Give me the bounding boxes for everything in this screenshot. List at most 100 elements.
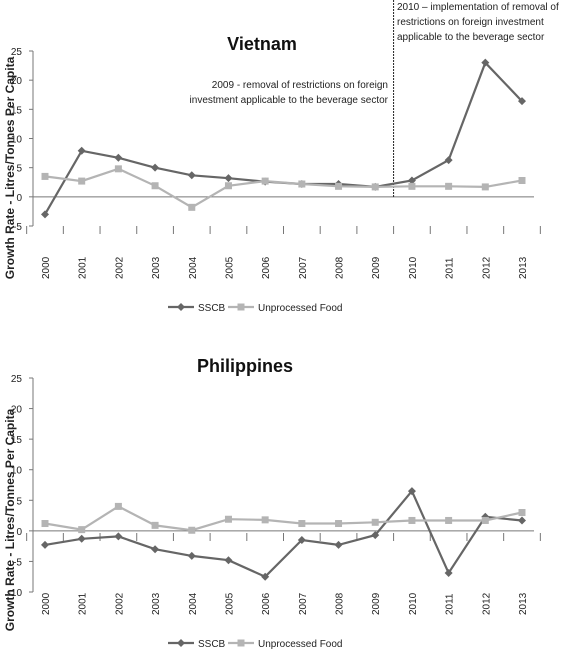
y-tick-label: 10	[11, 466, 23, 477]
x-tick-label: 2005	[224, 592, 235, 615]
chart-title: Vietnam	[227, 34, 297, 54]
data-point-sscb	[41, 540, 49, 549]
x-tick-label: 2013	[518, 256, 529, 279]
data-point-sscb	[187, 551, 196, 560]
y-tick-label: 10	[11, 135, 23, 146]
x-tick-label: 2006	[261, 592, 272, 615]
x-tick-label: 2009	[371, 592, 382, 615]
data-point-unprocessed-food	[408, 516, 416, 524]
data-point-unprocessed-food	[114, 165, 122, 173]
chart-title: Philippines	[197, 356, 293, 376]
data-point-unprocessed-food	[518, 509, 526, 517]
y-tick-label: 0	[16, 527, 22, 538]
data-point-sscb	[444, 569, 453, 578]
annotation-2009-text: investment applicable to the beverage se…	[190, 95, 389, 106]
legend-entry-label: SSCB	[198, 639, 226, 650]
data-point-unprocessed-food	[78, 177, 86, 185]
data-point-unprocessed-food	[261, 177, 269, 185]
legend-entry-label: Unprocessed Food	[258, 303, 343, 314]
legend-marker-unprocessed-food	[237, 639, 245, 647]
data-point-unprocessed-food	[371, 518, 379, 526]
y-axis-label: Growth Rate - Litres/Tonnes Per Capita	[3, 408, 17, 631]
data-point-unprocessed-food	[224, 515, 232, 523]
data-point-sscb	[481, 58, 490, 67]
x-tick-label: 2011	[445, 593, 456, 615]
x-tick-label: 2008	[335, 256, 346, 279]
data-point-sscb	[371, 531, 380, 540]
data-point-sscb	[518, 516, 526, 525]
y-tick-label: -5	[13, 222, 22, 233]
x-tick-label: 2010	[408, 256, 419, 279]
x-tick-label: 2009	[371, 256, 382, 279]
y-tick-label: 25	[11, 47, 23, 58]
annotation-2010-text: applicable to the beverage sector	[397, 32, 545, 43]
x-tick-label: 2003	[151, 256, 162, 279]
data-point-unprocessed-food	[371, 183, 379, 191]
legend-marker-sscb	[177, 303, 185, 311]
x-tick-label: 2002	[114, 256, 125, 279]
y-tick-label: 20	[11, 405, 23, 416]
data-point-sscb	[187, 171, 196, 180]
data-point-sscb	[297, 536, 306, 545]
x-tick-label: 2012	[481, 256, 492, 279]
data-point-unprocessed-food	[408, 182, 416, 190]
annotation-2010-text: restrictions on foreign investment	[397, 17, 544, 28]
data-point-sscb	[77, 534, 86, 543]
series-line-unprocessed-food	[44, 167, 523, 209]
x-tick-label: 2004	[188, 592, 199, 615]
x-tick-label: 2008	[335, 592, 346, 615]
data-point-sscb	[334, 540, 343, 549]
data-point-unprocessed-food	[188, 526, 196, 534]
data-point-unprocessed-food	[335, 520, 343, 528]
data-point-unprocessed-food	[481, 516, 489, 524]
data-point-unprocessed-food	[298, 180, 306, 188]
x-tick-label: 2011	[445, 257, 456, 279]
x-tick-label: 2006	[261, 256, 272, 279]
series-line-sscb	[44, 489, 523, 579]
legend-entry-label: SSCB	[198, 303, 226, 314]
y-tick-label: 0	[16, 193, 22, 204]
x-tick-label: 2003	[151, 592, 162, 615]
y-tick-label: 15	[11, 435, 23, 446]
data-point-sscb	[151, 163, 160, 172]
x-tick-label: 2012	[481, 592, 492, 615]
data-point-unprocessed-food	[41, 520, 49, 528]
data-point-unprocessed-food	[114, 502, 122, 510]
x-tick-label: 2000	[41, 592, 52, 615]
data-point-sscb	[114, 153, 123, 162]
x-tick-label: 2001	[78, 592, 89, 615]
data-point-sscb	[261, 572, 270, 581]
y-tick-label: 5	[16, 496, 22, 507]
data-point-unprocessed-food	[224, 182, 232, 190]
data-point-sscb	[518, 97, 526, 106]
legend-entry-label: Unprocessed Food	[258, 639, 343, 650]
data-point-unprocessed-food	[188, 203, 196, 211]
data-point-sscb	[444, 156, 453, 165]
x-tick-label: 2001	[78, 256, 89, 279]
y-tick-label: 25	[11, 374, 23, 385]
x-tick-label: 2000	[41, 256, 52, 279]
data-point-unprocessed-food	[481, 183, 489, 191]
y-tick-label: 15	[11, 105, 23, 116]
data-point-unprocessed-food	[518, 177, 526, 184]
data-point-unprocessed-food	[445, 182, 453, 190]
data-point-sscb	[114, 532, 123, 541]
data-point-sscb	[77, 146, 86, 155]
data-point-sscb	[41, 210, 49, 219]
data-point-sscb	[224, 556, 233, 565]
data-point-sscb	[407, 487, 416, 496]
y-tick-label: -5	[13, 557, 22, 568]
y-axis-label: Growth Rate - Litres/Tonnes Per Capita	[3, 56, 17, 279]
y-tick-label: 20	[11, 76, 23, 87]
legend-marker-unprocessed-food	[237, 303, 245, 311]
annotation-2009-text: 2009 - removal of restrictions on foreig…	[212, 80, 388, 91]
x-tick-label: 2004	[188, 256, 199, 279]
x-tick-label: 2013	[518, 592, 529, 615]
data-point-sscb	[407, 176, 416, 185]
series-line-unprocessed-food	[44, 505, 523, 532]
data-point-unprocessed-food	[151, 182, 159, 190]
data-point-unprocessed-food	[335, 182, 343, 190]
annotation-2010-text: 2010 – implementation of removal of	[397, 2, 559, 13]
